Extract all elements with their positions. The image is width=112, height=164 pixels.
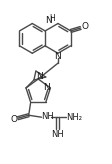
Text: NH: NH (51, 130, 64, 139)
Text: N: N (45, 16, 52, 25)
Text: N: N (43, 83, 50, 92)
Text: O: O (10, 115, 17, 124)
Text: N: N (36, 72, 43, 81)
Text: NH: NH (41, 112, 54, 121)
Text: O: O (81, 22, 88, 31)
Text: H: H (50, 14, 55, 23)
Text: NH₂: NH₂ (66, 113, 82, 122)
Text: N: N (55, 52, 61, 61)
